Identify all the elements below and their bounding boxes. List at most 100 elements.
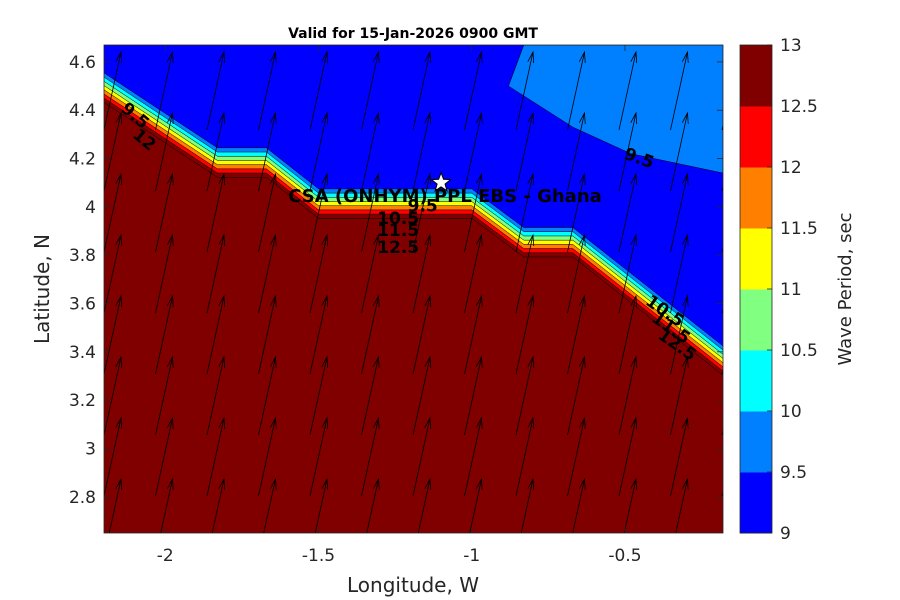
wave-arrow — [155, 50, 174, 131]
wave-arrow — [464, 416, 483, 497]
colorbar-segment — [740, 472, 772, 534]
wave-arrow — [361, 416, 380, 497]
wave-arrow — [721, 367, 723, 375]
y-tick-label: 4.6 — [69, 53, 96, 73]
contour-line — [104, 85, 723, 359]
wave-arrow — [567, 172, 586, 253]
wave-arrow — [258, 294, 277, 375]
colorbar-label: Wave Period, sec — [835, 212, 856, 365]
wave-arrow — [670, 172, 689, 253]
wave-arrow — [515, 111, 535, 192]
wave-arrow — [412, 416, 432, 497]
map-title: Valid for 15-Jan-2026 0900 GMT — [288, 26, 538, 42]
colorbar-tick-label: 13 — [780, 36, 802, 56]
wave-arrow — [675, 477, 689, 533]
colorbar-tick-label: 11.5 — [780, 219, 818, 239]
wave-arrow — [670, 50, 689, 131]
colorbar-segment — [740, 350, 772, 412]
wave-arrow — [722, 479, 740, 557]
wave-arrow — [309, 416, 329, 497]
wave-arrow — [108, 477, 123, 533]
wave-arrow — [618, 416, 638, 497]
wave-arrow — [670, 294, 689, 375]
y-tick-label: 4.4 — [69, 101, 96, 121]
wave-arrow — [258, 111, 277, 192]
wave-arrow — [515, 172, 535, 253]
colorbar-segment — [740, 411, 772, 473]
y-tick-label: 4.2 — [69, 150, 96, 170]
colorbar-segment — [740, 289, 772, 351]
wave-arrow — [515, 50, 535, 131]
colorbar-segment — [740, 228, 772, 290]
contour-label: 11.5 — [377, 221, 419, 241]
wave-arrow — [515, 233, 535, 314]
contour-line — [104, 89, 723, 363]
colorbar-tick-label: 9.5 — [780, 463, 807, 483]
wave-arrow — [361, 50, 380, 131]
wave-arrow — [361, 355, 380, 436]
contour-label: 9.5 — [408, 197, 438, 217]
wave-arrow — [670, 111, 689, 192]
plot-frame — [103, 44, 724, 534]
contour-label: 10.5 — [377, 209, 419, 229]
wave-arrow — [567, 111, 586, 192]
colorbar-tick-label: 11 — [780, 280, 802, 300]
wave-arrow — [515, 294, 535, 375]
wave-arrow — [104, 294, 123, 375]
y-tick-label: 4 — [85, 198, 96, 218]
wave-arrow — [309, 355, 329, 436]
wave-arrow — [670, 233, 689, 314]
colorbar-tick-label: 10 — [780, 402, 802, 422]
wave-arrow — [567, 50, 586, 131]
wave-arrow — [464, 294, 483, 375]
wave-arrow — [567, 233, 586, 314]
wave-arrow — [464, 111, 483, 192]
wave-arrow — [464, 233, 483, 314]
wave-arrow — [211, 477, 226, 533]
wave-arrow — [515, 416, 535, 497]
y-axis-label: Latitude, N — [30, 234, 54, 344]
contour-line — [104, 72, 723, 347]
wave-arrow — [258, 416, 277, 497]
site-marker: CSA (ONHYM) PPL EBS - Ghana — [288, 171, 602, 207]
wave-arrow — [417, 477, 432, 533]
contour-line — [104, 102, 723, 376]
wave-arrow — [155, 172, 174, 253]
wave-arrow — [361, 294, 380, 375]
wave-arrow — [464, 355, 483, 436]
wave-arrow — [104, 172, 123, 253]
wave-arrow — [206, 416, 226, 497]
wave-arrow — [206, 294, 226, 375]
star-icon — [430, 171, 452, 192]
wave-arrow — [515, 355, 535, 436]
x-tick-label: -0.5 — [608, 546, 641, 566]
wave-arrow — [258, 355, 277, 436]
wave-arrow — [314, 477, 329, 533]
contour-line — [104, 93, 723, 368]
wave-arrow — [721, 123, 723, 131]
x-tick-label: -1.5 — [302, 546, 335, 566]
wave-arrow — [412, 111, 432, 192]
wave-arrow — [155, 294, 174, 375]
wave-arrow — [206, 111, 226, 192]
wave-arrow — [160, 477, 174, 533]
y-tick-label: 3.6 — [69, 294, 96, 314]
wave-arrow — [618, 355, 638, 436]
wave-arrow — [412, 233, 432, 314]
wave-arrow — [206, 50, 226, 131]
colorbar-tick-label: 10.5 — [780, 341, 818, 361]
y-tick-label: 3.8 — [69, 246, 96, 266]
wave-arrow — [618, 294, 638, 375]
colorbar-segment — [740, 106, 772, 168]
wave-arrow — [721, 428, 723, 436]
wave-arrow — [412, 50, 432, 131]
colorbar-segment — [740, 45, 772, 107]
wave-arrow — [721, 489, 723, 497]
x-axis-ticks: -2 -1.5 -1 -0.5 — [157, 45, 642, 566]
wave-arrow — [309, 50, 329, 131]
wave-arrow — [412, 294, 432, 375]
wave-arrow — [104, 111, 123, 192]
wave-arrow — [520, 477, 535, 533]
